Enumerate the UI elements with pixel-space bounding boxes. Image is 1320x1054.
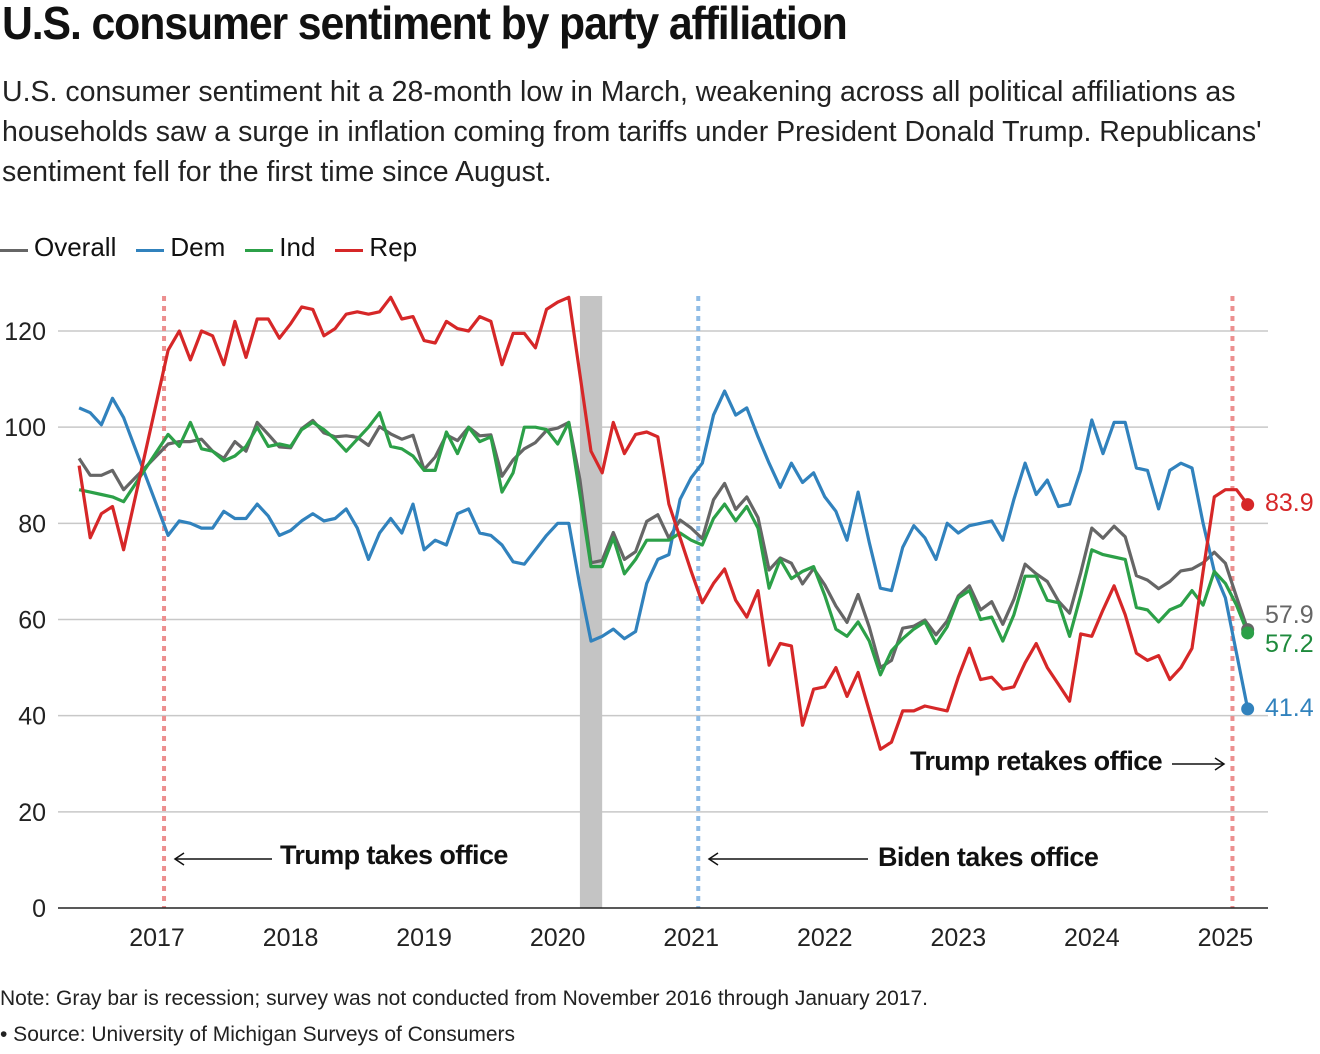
recession-bar: [579, 296, 603, 908]
y-tick-label: 40: [18, 703, 46, 731]
legend: Overall Dem Ind Rep: [0, 232, 437, 263]
end-label-rep: 83.9: [1265, 489, 1314, 517]
arrowhead-icon: [173, 852, 185, 866]
legend-item-rep: Rep: [335, 232, 417, 263]
x-tick-label: 2025: [1198, 924, 1254, 952]
x-tick-label: 2022: [797, 924, 853, 952]
legend-label: Rep: [369, 232, 418, 262]
footer-source: • Source: University of Michigan Surveys…: [0, 1023, 516, 1046]
end-point-dem: [1241, 702, 1255, 716]
end-label-dem: 41.4: [1265, 694, 1314, 722]
end-label-ind: 57.2: [1265, 630, 1314, 658]
y-tick-label: 100: [4, 414, 46, 442]
end-point-rep: [1241, 498, 1255, 512]
y-tick-label: 20: [18, 799, 46, 827]
y-tick-label: 80: [18, 510, 46, 538]
x-tick-label: 2019: [396, 924, 452, 952]
arrowhead-icon: [707, 852, 719, 866]
end-label-overall: 57.9: [1265, 601, 1314, 629]
x-tick-label: 2023: [930, 924, 986, 952]
legend-item-ind: Ind: [245, 232, 315, 263]
arrowhead-icon: [1214, 757, 1226, 771]
legend-label: Dem: [170, 232, 226, 262]
series-line-ind: [78, 411, 1250, 677]
legend-label: Overall: [34, 232, 117, 262]
legend-item-dem: Dem: [136, 232, 225, 263]
y-tick-label: 120: [4, 318, 46, 346]
y-tick-label: 60: [18, 607, 46, 635]
legend-label: Ind: [279, 232, 316, 262]
series-line-rep: [77, 295, 1249, 751]
footer-note: Note: Gray bar is recession; survey was …: [0, 987, 928, 1010]
legend-item-overall: Overall: [0, 232, 116, 263]
x-tick-label: 2024: [1064, 924, 1120, 952]
x-tick-label: 2017: [129, 924, 185, 952]
annotation-label: Trump takes office: [280, 840, 508, 870]
end-point-ind: [1241, 626, 1255, 640]
annotation-label: Trump retakes office: [910, 746, 1163, 776]
x-tick-label: 2018: [263, 924, 319, 952]
legend-swatch: [335, 249, 364, 252]
y-tick-label: 0: [32, 895, 46, 923]
legend-swatch: [136, 249, 165, 252]
chart-subtitle: U.S. consumer sentiment hit a 28-month l…: [2, 76, 1262, 188]
x-tick-label: 2021: [663, 924, 719, 952]
legend-swatch: [245, 249, 274, 252]
x-tick-label: 2020: [530, 924, 586, 952]
legend-swatch: [0, 249, 28, 252]
chart-title: U.S. consumer sentiment by party affilia…: [2, 0, 848, 49]
series-line-dem: [78, 389, 1250, 710]
annotation-label: Biden takes office: [878, 842, 1099, 872]
